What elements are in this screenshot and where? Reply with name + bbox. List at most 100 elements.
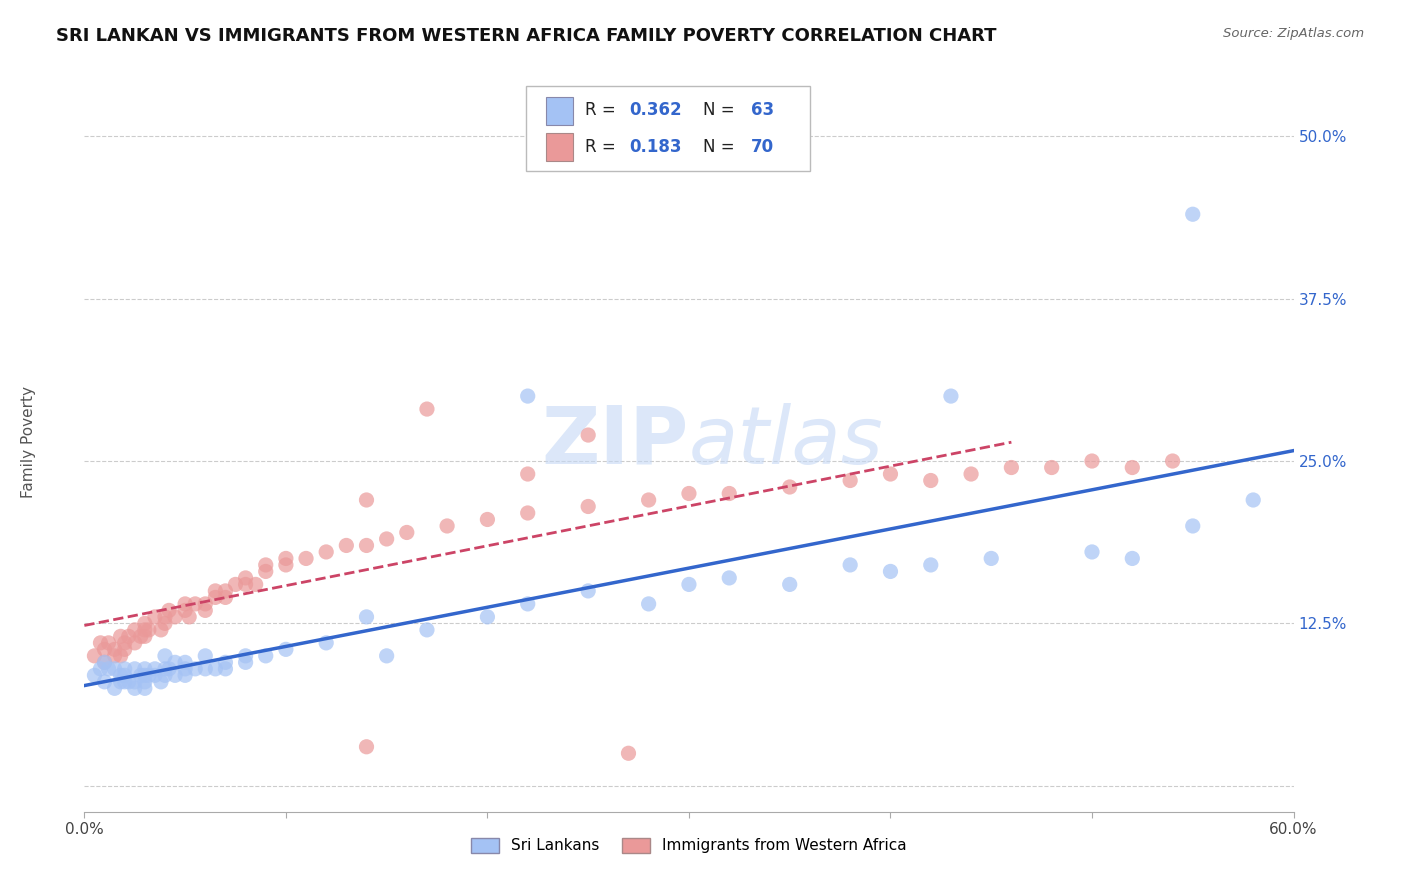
Point [436, 519, 458, 533]
FancyBboxPatch shape [547, 133, 572, 161]
Point [879, 565, 901, 579]
Point [235, 648, 257, 663]
Point [980, 551, 1002, 566]
Point [477, 512, 499, 526]
Point [124, 662, 146, 676]
Point [153, 648, 176, 663]
Point [576, 428, 599, 442]
Point [114, 636, 136, 650]
Point [138, 668, 160, 682]
Point [315, 545, 337, 559]
Point [110, 674, 132, 689]
Point [110, 668, 132, 682]
Point [124, 623, 146, 637]
Point [184, 597, 207, 611]
Point [143, 610, 166, 624]
Point [97, 662, 120, 676]
Point [1121, 551, 1143, 566]
Point [214, 591, 236, 605]
Point [93, 674, 115, 689]
Point [920, 558, 942, 572]
Point [194, 648, 217, 663]
Point [143, 668, 166, 682]
Point [335, 538, 357, 552]
Point [134, 616, 156, 631]
Point [93, 642, 115, 657]
FancyBboxPatch shape [547, 96, 572, 125]
Point [204, 591, 226, 605]
Point [174, 668, 197, 682]
Point [114, 668, 136, 682]
FancyBboxPatch shape [526, 87, 810, 171]
Point [718, 486, 741, 500]
Point [678, 577, 700, 591]
Point [157, 603, 180, 617]
Point [104, 642, 127, 657]
Point [254, 565, 277, 579]
Point [839, 558, 862, 572]
Point [93, 656, 115, 670]
Point [375, 648, 398, 663]
Point [110, 648, 132, 663]
Point [637, 597, 659, 611]
Text: Source: ZipAtlas.com: Source: ZipAtlas.com [1223, 27, 1364, 40]
Point [134, 668, 156, 682]
Point [165, 656, 187, 670]
Point [1181, 207, 1204, 221]
Point [839, 474, 862, 488]
Point [416, 402, 439, 417]
Point [134, 674, 156, 689]
Point [194, 603, 217, 617]
Point [920, 474, 942, 488]
Point [93, 656, 115, 670]
Point [214, 583, 236, 598]
Point [214, 662, 236, 676]
Point [89, 662, 111, 676]
Point [254, 648, 277, 663]
Y-axis label: Family Poverty: Family Poverty [21, 385, 35, 498]
Point [1040, 460, 1063, 475]
Point [395, 525, 418, 540]
Point [149, 674, 172, 689]
Text: 70: 70 [751, 137, 773, 155]
Point [129, 629, 152, 643]
Point [134, 681, 156, 696]
Point [153, 610, 176, 624]
Point [1121, 460, 1143, 475]
Point [637, 493, 659, 508]
Point [157, 662, 180, 676]
Point [153, 668, 176, 682]
Point [274, 558, 297, 572]
Point [879, 467, 901, 481]
Point [315, 636, 337, 650]
Point [295, 551, 318, 566]
Point [1000, 460, 1022, 475]
Point [179, 610, 201, 624]
Point [114, 642, 136, 657]
Point [104, 662, 127, 676]
Point [254, 558, 277, 572]
Point [245, 577, 267, 591]
Point [939, 389, 962, 403]
Point [97, 636, 120, 650]
Legend: Sri Lankans, Immigrants from Western Africa: Sri Lankans, Immigrants from Western Afr… [465, 831, 912, 860]
Point [356, 739, 378, 754]
Point [617, 746, 640, 760]
Point [134, 629, 156, 643]
Point [1241, 493, 1264, 508]
Point [477, 610, 499, 624]
Point [235, 656, 257, 670]
Text: R =: R = [585, 137, 621, 155]
Point [1081, 454, 1104, 468]
Point [1161, 454, 1184, 468]
Point [516, 506, 538, 520]
Point [225, 577, 247, 591]
Point [516, 597, 538, 611]
Point [134, 662, 156, 676]
Point [124, 681, 146, 696]
Text: N =: N = [703, 137, 741, 155]
Point [678, 486, 700, 500]
Point [118, 674, 141, 689]
Point [174, 597, 197, 611]
Point [114, 674, 136, 689]
